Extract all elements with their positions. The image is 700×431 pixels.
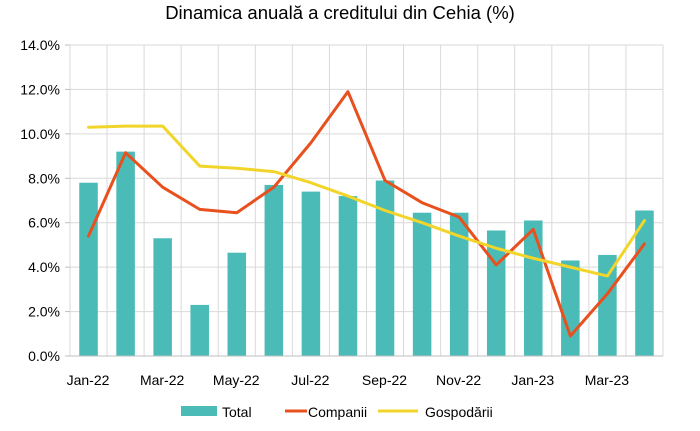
legend-label-companii: Companii bbox=[308, 404, 367, 420]
x-tick-label: Mar-23 bbox=[585, 372, 630, 388]
x-tick-label: Mar-22 bbox=[140, 372, 185, 388]
bar-total-may-22 bbox=[227, 252, 247, 356]
x-tick-label: Jan-22 bbox=[67, 372, 110, 388]
bar-layer bbox=[79, 151, 654, 356]
bar-total-sep-22 bbox=[375, 180, 395, 356]
y-tick-label: 14.0% bbox=[20, 37, 60, 53]
bar-total-oct-22 bbox=[412, 212, 432, 356]
axis-layer: 0.0% 2.0% 4.0% 6.0% 8.0% 10.0% 12.0% 14.0% Jan-2… bbox=[20, 37, 663, 388]
bar-total-feb-23 bbox=[561, 260, 580, 356]
x-tick-label: Jan-23 bbox=[511, 372, 554, 388]
x-tick-label: Jul-22 bbox=[291, 372, 329, 388]
bar-total-jun-22 bbox=[264, 184, 284, 356]
bar-total-feb-22 bbox=[116, 151, 135, 356]
y-tick-label: 10.0% bbox=[20, 126, 60, 142]
legend-swatch-total bbox=[181, 406, 217, 416]
bar-total-mar-22 bbox=[153, 238, 172, 356]
line-series-gospodării bbox=[87, 124, 646, 278]
chart-title: Dinamica anuală a creditului din Cehia (… bbox=[165, 2, 515, 23]
y-tick-label: 4.0% bbox=[28, 259, 60, 275]
legend: Total Companii Gospodării bbox=[181, 404, 493, 420]
y-tick-label: 8.0% bbox=[28, 170, 60, 186]
legend-label-total: Total bbox=[222, 404, 252, 420]
x-tick-label: May-22 bbox=[213, 372, 260, 388]
bar-total-aug-22 bbox=[338, 196, 358, 356]
y-tick-label: 12.0% bbox=[20, 81, 60, 97]
line-series-companii bbox=[87, 90, 646, 338]
bar-total-apr-22 bbox=[190, 304, 209, 356]
y-tick-label: 6.0% bbox=[28, 215, 60, 231]
legend-label-gospodării: Gospodării bbox=[425, 404, 493, 420]
bar-total-jan-23 bbox=[524, 220, 543, 356]
y-tick-label: 2.0% bbox=[28, 304, 60, 320]
bar-total-mar-23 bbox=[598, 254, 617, 356]
line-layer bbox=[87, 90, 646, 338]
y-tick-label: 0.0% bbox=[28, 348, 60, 364]
bar-total-nov-22 bbox=[449, 212, 469, 356]
bar-total-apr-23 bbox=[635, 210, 654, 356]
x-tick-label: Sep-22 bbox=[362, 372, 407, 388]
x-tick-label: Nov-22 bbox=[436, 372, 481, 388]
bar-total-jan-22 bbox=[79, 182, 98, 356]
bar-total-jul-22 bbox=[301, 191, 321, 356]
